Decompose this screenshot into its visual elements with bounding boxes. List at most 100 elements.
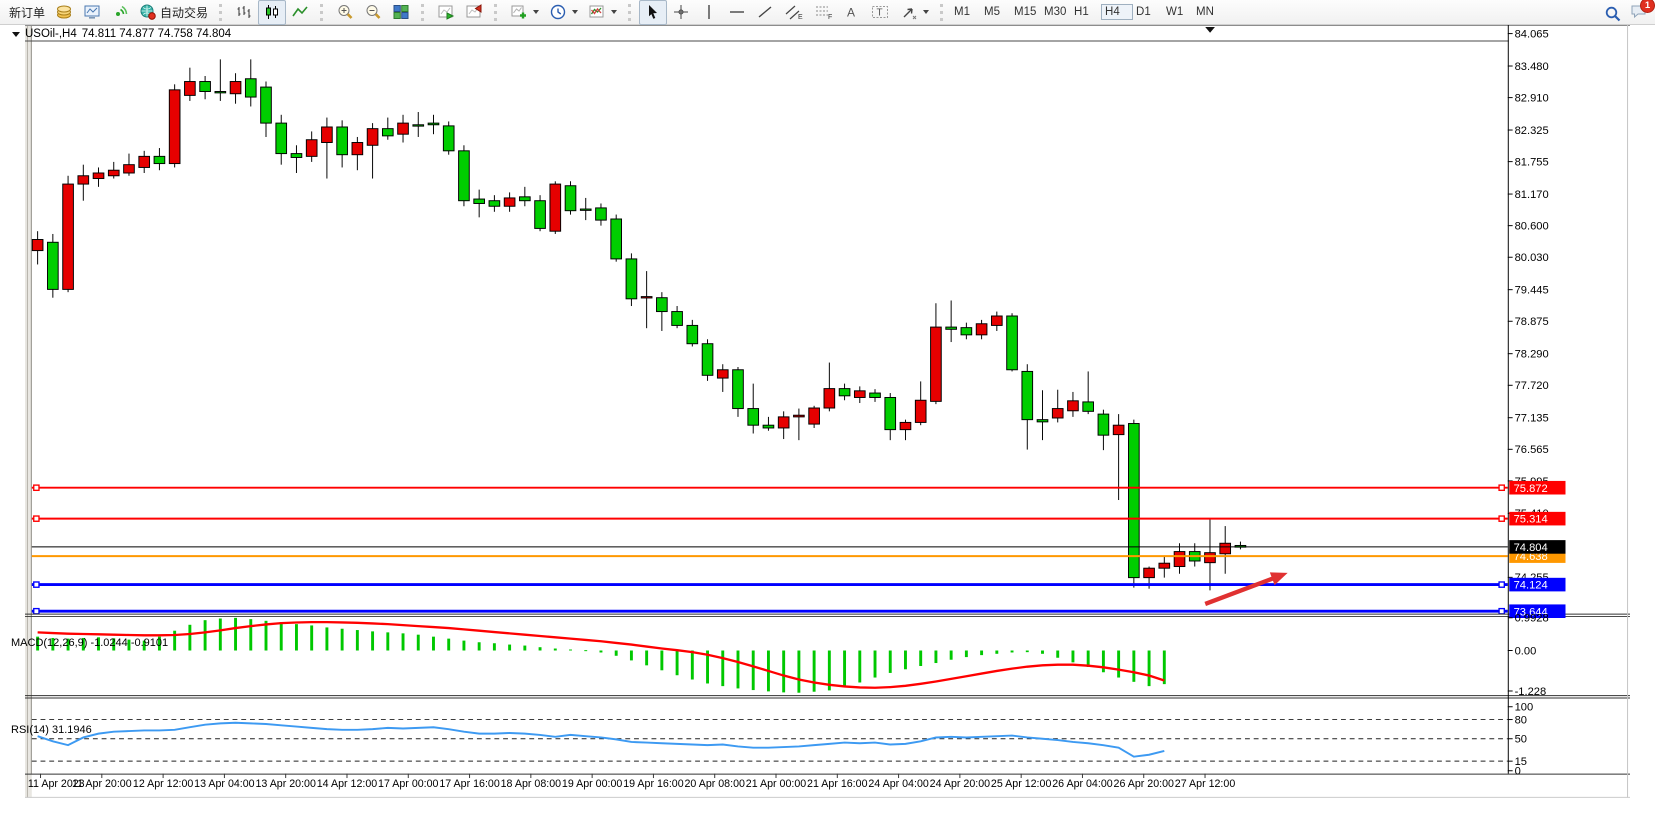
- macd-histogram-bar: [843, 650, 847, 688]
- macd-histogram-bar: [1025, 650, 1029, 653]
- price-tick-label: 78.875: [1515, 316, 1549, 328]
- chart-window-icon[interactable]: [78, 0, 106, 25]
- crosshair-tool-button[interactable]: [667, 0, 695, 25]
- timeframe-d1[interactable]: D1: [1133, 5, 1163, 19]
- candlestick-mode-button[interactable]: [258, 0, 287, 25]
- auto-trading-button[interactable]: 自动交易: [134, 0, 213, 25]
- time-tick-label: 20 Apr 08:00: [684, 778, 745, 790]
- vertical-line-tool-button[interactable]: [695, 0, 723, 25]
- line-handle[interactable]: [33, 515, 40, 522]
- coins-icon[interactable]: [50, 0, 78, 25]
- price-tick-label: 78.290: [1515, 349, 1549, 361]
- line-handle[interactable]: [33, 484, 40, 492]
- period-dropdown[interactable]: [544, 0, 583, 25]
- line-handle[interactable]: [33, 607, 40, 615]
- arrow-shaft[interactable]: [1204, 575, 1277, 606]
- macd-histogram-bar: [325, 627, 329, 651]
- macd-histogram-bar: [1132, 650, 1136, 682]
- rsi-indicator-label: RSI(14) 31.1946: [11, 724, 92, 736]
- chart-shift-button[interactable]: [460, 0, 488, 25]
- macd-histogram-bar: [142, 640, 146, 651]
- price-tick-label: 84.065: [1515, 28, 1549, 40]
- chart-title[interactable]: USOil-,H4 74.811 74.877 74.758 74.804: [12, 28, 231, 40]
- macd-histogram-bar: [690, 650, 694, 680]
- candle: [640, 296, 653, 299]
- horizontal-line-tool-button[interactable]: [723, 0, 751, 25]
- line-handle[interactable]: [33, 581, 40, 588]
- timeframe-m30[interactable]: M30: [1041, 5, 1071, 19]
- timeframe-m1[interactable]: M1: [951, 5, 981, 19]
- horizontal-level-lines[interactable]: [31, 484, 1508, 615]
- price-tick-label: 82.325: [1515, 125, 1549, 137]
- timeframe-m15[interactable]: M15: [1011, 5, 1041, 19]
- macd-histogram-bar: [1117, 650, 1121, 678]
- timeframe-w1[interactable]: W1: [1163, 5, 1193, 19]
- timeframe-h4[interactable]: H4: [1101, 4, 1134, 20]
- fibonacci-tool-button[interactable]: F: [809, 0, 839, 25]
- macd-histogram-bar: [51, 637, 55, 651]
- line-handle[interactable]: [1498, 581, 1505, 588]
- timeframe-h1[interactable]: H1: [1071, 5, 1101, 19]
- candle: [808, 407, 820, 425]
- toolbar-grip: [494, 3, 501, 21]
- timeframe-label: M1: [954, 6, 971, 18]
- line-chart-mode-button[interactable]: [286, 0, 314, 25]
- candle: [442, 125, 455, 152]
- macd-histogram-bar: [1071, 650, 1075, 663]
- price-tick-label: 81.755: [1515, 157, 1549, 169]
- zoom-in-button[interactable]: [331, 0, 359, 25]
- macd-signal-line: [37, 620, 1165, 689]
- candle: [62, 183, 74, 290]
- macd-indicator-label: MACD(12,26,9) -1.0244 -0.9101: [11, 637, 169, 649]
- line-handle[interactable]: [1498, 607, 1505, 615]
- auto-trading-label: 自动交易: [160, 5, 209, 20]
- channel-tool-button[interactable]: E: [779, 0, 809, 25]
- bar-chart-mode-button[interactable]: [230, 0, 258, 25]
- tile-windows-button[interactable]: [387, 0, 415, 25]
- zoom-out-button[interactable]: [359, 0, 387, 25]
- tile-windows-icon: [393, 5, 409, 19]
- arrow-annotation[interactable]: [1204, 572, 1288, 606]
- signals-icon[interactable]: [106, 0, 134, 25]
- new-chart-dropdown[interactable]: [505, 0, 544, 25]
- candle: [1158, 562, 1171, 569]
- macd-histogram-bar: [1101, 650, 1105, 673]
- chart-canvas[interactable]: 84.065 83.480 82.910 82.325 81.755 81.170 80.6…: [0, 25, 1655, 827]
- notifications-button[interactable]: 1: [1630, 0, 1655, 25]
- search-icon[interactable]: [1604, 5, 1622, 23]
- candle: [1112, 424, 1125, 436]
- indicators-dropdown[interactable]: [583, 0, 622, 25]
- price-tick-label: 79.445: [1515, 285, 1549, 297]
- candle: [336, 126, 348, 156]
- line-handle[interactable]: [1498, 484, 1505, 492]
- timeframe-mn[interactable]: MN: [1193, 5, 1223, 19]
- macd-histogram-bar: [660, 650, 664, 671]
- macd-histogram-bar: [112, 638, 116, 651]
- line-handle[interactable]: [1498, 515, 1505, 522]
- timeframe-m5[interactable]: M5: [981, 5, 1011, 19]
- macd-histogram-bar: [645, 650, 649, 666]
- macd-histogram-bar: [934, 650, 938, 664]
- notification-badge: 1: [1640, 0, 1655, 13]
- new-order-button[interactable]: 新订单: [4, 0, 50, 25]
- cursor-tool-button[interactable]: [639, 0, 668, 25]
- candle: [321, 126, 333, 143]
- candle: [1219, 542, 1232, 555]
- auto-scroll-button[interactable]: [432, 0, 460, 25]
- arrows-tool-dropdown[interactable]: [895, 0, 934, 25]
- candle: [686, 324, 699, 345]
- text-label-tool-button[interactable]: T: [865, 0, 895, 25]
- candle: [31, 239, 44, 252]
- window-menu-icon[interactable]: [1205, 26, 1215, 33]
- timeframe-label: M30: [1044, 6, 1067, 18]
- candlestick-series: [31, 59, 1247, 591]
- time-tick-label: 11 Apr 20:00: [72, 778, 132, 790]
- candle: [975, 323, 988, 336]
- trendline-tool-button[interactable]: [751, 0, 779, 25]
- toolbar-grip: [421, 3, 428, 21]
- macd-histogram-bar: [310, 625, 314, 651]
- macd-histogram-bar: [218, 618, 222, 651]
- candle: [412, 124, 425, 127]
- text-tool-button[interactable]: A: [839, 0, 865, 25]
- macd-histogram-bar: [629, 650, 633, 661]
